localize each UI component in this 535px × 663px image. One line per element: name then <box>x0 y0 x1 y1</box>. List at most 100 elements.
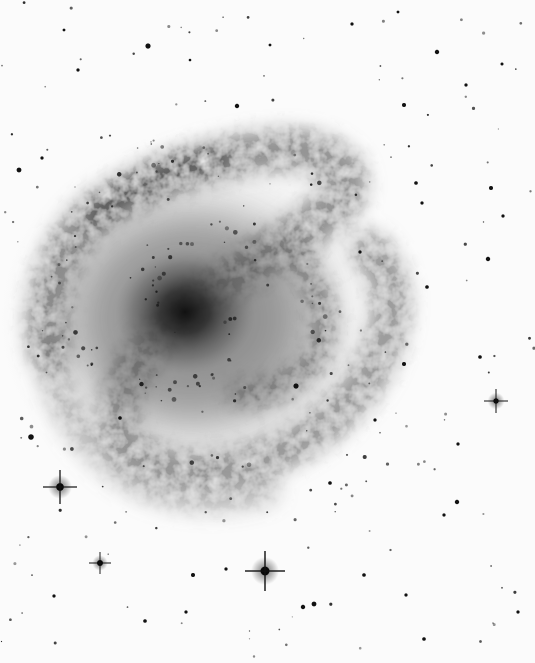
dust-knot <box>19 416 24 421</box>
star <box>442 513 446 517</box>
dust-knot <box>246 462 252 468</box>
dust-knot <box>74 245 77 249</box>
star <box>395 412 397 414</box>
dust-knot <box>161 271 166 276</box>
dust-knot <box>310 172 314 175</box>
dust-knot <box>168 255 173 260</box>
star <box>405 342 409 346</box>
dust-knot <box>71 306 74 309</box>
star <box>155 374 158 377</box>
star <box>22 1 26 4</box>
star <box>158 163 160 165</box>
star <box>479 640 482 643</box>
dust-knot <box>190 242 194 247</box>
dust-knot <box>232 316 237 321</box>
star <box>528 336 531 340</box>
star <box>423 460 426 463</box>
star <box>31 574 33 576</box>
star <box>300 604 306 610</box>
star <box>278 628 281 631</box>
star <box>215 456 220 460</box>
star <box>204 100 207 103</box>
star <box>263 75 265 77</box>
star <box>306 430 308 432</box>
star <box>35 185 39 189</box>
dust-knot <box>322 314 328 319</box>
star <box>84 535 88 539</box>
star <box>434 49 440 55</box>
star <box>234 103 240 109</box>
star <box>27 535 30 539</box>
star <box>482 31 486 35</box>
dust-knot <box>140 267 145 272</box>
dust-knot <box>20 436 23 439</box>
star <box>11 220 15 224</box>
star <box>405 424 408 428</box>
dust-knot <box>144 298 147 301</box>
dust-knot <box>65 321 67 324</box>
star <box>132 52 135 56</box>
dust-knot <box>212 376 216 380</box>
star <box>354 193 358 197</box>
dust-knot <box>151 284 154 287</box>
dust-knot <box>70 211 73 213</box>
star <box>62 28 66 32</box>
star <box>381 19 385 23</box>
star <box>407 145 411 148</box>
star <box>143 619 147 623</box>
star <box>1 64 3 67</box>
dust-knot <box>10 133 14 136</box>
star <box>368 530 371 532</box>
star <box>58 508 62 512</box>
star <box>145 43 151 49</box>
star <box>218 220 221 223</box>
dust-knot <box>227 358 231 362</box>
star <box>347 364 350 367</box>
dust-knot <box>224 226 229 231</box>
dust-knot <box>210 223 213 226</box>
star <box>414 181 418 185</box>
star <box>243 205 245 207</box>
star <box>390 156 392 158</box>
dust-knot <box>173 380 177 385</box>
star <box>358 646 362 650</box>
star <box>188 31 191 34</box>
star <box>426 113 429 116</box>
star <box>384 351 387 353</box>
star <box>27 345 30 349</box>
star <box>293 518 297 522</box>
star <box>309 488 313 492</box>
star <box>150 141 152 143</box>
star <box>36 354 40 358</box>
dust-knot <box>241 465 244 468</box>
star <box>118 416 122 420</box>
star <box>417 462 420 466</box>
dust-knot <box>300 299 304 304</box>
dust-knot <box>86 201 89 205</box>
dust-knot <box>189 460 195 465</box>
star <box>293 383 299 389</box>
star <box>433 468 436 471</box>
dust-knot <box>151 162 156 168</box>
dust-knot <box>155 290 158 293</box>
star <box>243 385 247 390</box>
star <box>359 329 363 332</box>
star <box>350 22 354 26</box>
dust-knot <box>58 281 61 285</box>
star <box>210 373 214 377</box>
star <box>404 593 408 597</box>
dust-knot <box>135 171 138 174</box>
dust-knot <box>156 303 160 307</box>
bright-star <box>245 551 285 591</box>
dust-knot <box>316 338 322 343</box>
dust-knot <box>171 397 177 402</box>
dust-knot <box>144 386 148 389</box>
star <box>155 526 158 530</box>
star <box>248 630 251 632</box>
star <box>53 641 57 645</box>
dust-knot <box>185 241 190 246</box>
star <box>501 586 503 589</box>
dust-knot <box>86 364 89 367</box>
dust-knot <box>70 447 74 451</box>
